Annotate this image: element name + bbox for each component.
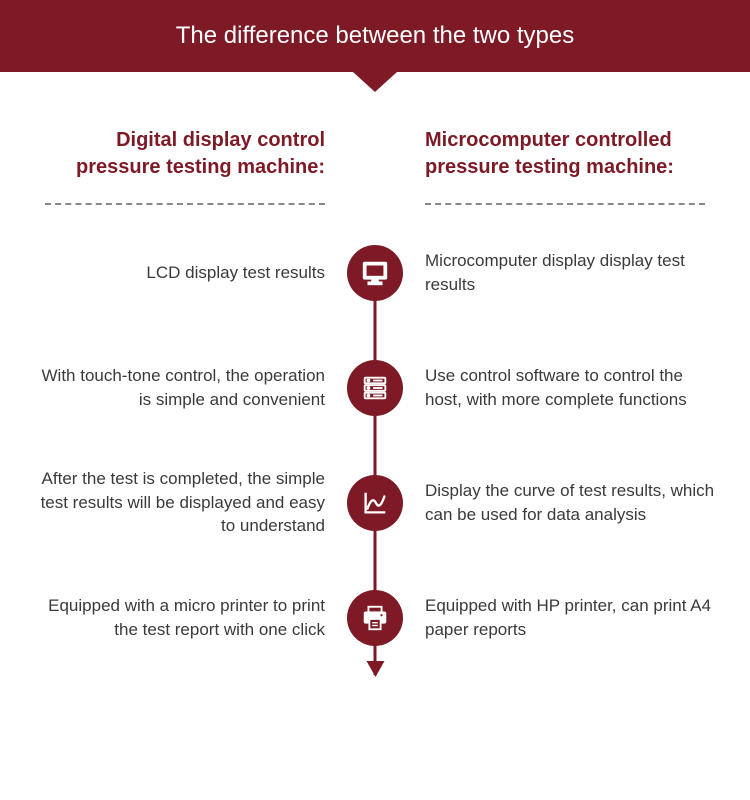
right-column-title: Microcomputer controlled pressure testin… — [425, 127, 705, 205]
row-left-text: LCD display test results — [35, 261, 375, 285]
left-column-title: Digital display control pressure testing… — [45, 127, 325, 205]
row-left-text: After the test is completed, the simple … — [35, 467, 375, 538]
row-right-text: Display the curve of test results, which… — [375, 479, 715, 527]
column-headers: Digital display control pressure testing… — [35, 127, 715, 215]
comparison-content: Digital display control pressure testing… — [0, 72, 750, 675]
monitor-icon — [347, 245, 403, 301]
server-icon — [347, 360, 403, 416]
row-left-text: With touch-tone control, the operation i… — [35, 364, 375, 412]
comparison-row: LCD display test results Microcomputer d… — [35, 215, 715, 330]
right-column-header: Microcomputer controlled pressure testin… — [375, 127, 715, 215]
comparison-rows: LCD display test results Microcomputer d… — [35, 215, 715, 675]
row-right-text: Microcomputer display display test resul… — [375, 249, 715, 297]
comparison-row: Equipped with a micro printer to print t… — [35, 560, 715, 675]
left-column-header: Digital display control pressure testing… — [35, 127, 375, 215]
header-banner: The difference between the two types — [0, 0, 750, 72]
curve-icon — [347, 475, 403, 531]
header-title: The difference between the two types — [176, 22, 574, 49]
row-right-text: Equipped with HP printer, can print A4 p… — [375, 594, 715, 642]
comparison-row: With touch-tone control, the operation i… — [35, 330, 715, 445]
row-right-text: Use control software to control the host… — [375, 364, 715, 412]
row-left-text: Equipped with a micro printer to print t… — [35, 594, 375, 642]
comparison-row: After the test is completed, the simple … — [35, 445, 715, 560]
printer-icon — [347, 590, 403, 646]
